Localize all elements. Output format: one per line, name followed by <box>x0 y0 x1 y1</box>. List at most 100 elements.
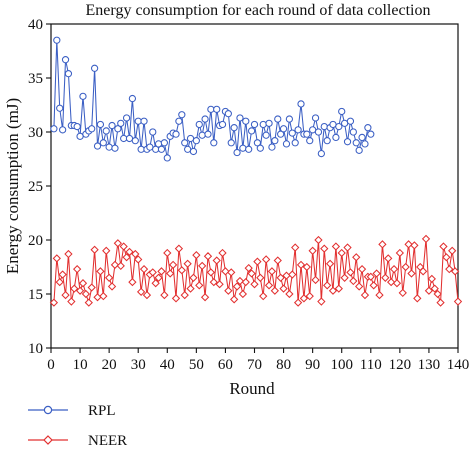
data-point-rpl <box>175 117 183 125</box>
data-point-rpl <box>198 131 206 139</box>
data-point-neer <box>261 255 271 264</box>
data-point-rpl <box>201 115 209 123</box>
data-point-rpl <box>236 114 244 122</box>
data-point-neer <box>203 252 213 261</box>
data-point-neer <box>349 276 358 286</box>
data-point-neer <box>131 249 140 259</box>
data-point-neer <box>273 256 282 265</box>
data-point-neer <box>241 277 250 287</box>
data-point-neer <box>163 248 172 258</box>
legend-item-rpl: RPL <box>28 403 116 419</box>
data-point-neer <box>70 284 79 293</box>
data-point-neer <box>183 259 192 268</box>
data-point-neer <box>195 281 204 290</box>
data-point-rpl <box>184 145 192 153</box>
data-point-rpl <box>349 128 357 136</box>
data-point-neer <box>320 244 329 253</box>
y-tick-label: 30 <box>28 125 43 141</box>
data-point-rpl <box>146 143 154 151</box>
data-point-neer <box>78 279 88 288</box>
data-point-rpl <box>303 130 311 138</box>
data-point-neer <box>442 253 451 262</box>
data-point-neer <box>148 268 157 277</box>
data-point-rpl <box>285 115 294 123</box>
data-point-neer <box>340 273 349 282</box>
data-point-neer <box>433 289 442 299</box>
data-point-neer <box>238 289 248 299</box>
data-point-rpl <box>259 120 267 129</box>
data-point-neer <box>381 273 390 282</box>
data-point-neer <box>366 272 375 281</box>
x-tick-label: 70 <box>247 357 262 373</box>
data-point-rpl <box>56 104 64 112</box>
data-point-neer <box>134 255 143 264</box>
legend-label-neer: NEER <box>88 433 127 449</box>
data-point-neer <box>296 260 306 269</box>
data-point-rpl <box>291 139 299 147</box>
data-point-rpl <box>96 120 105 129</box>
data-point-rpl <box>309 126 317 134</box>
data-point-rpl <box>117 119 125 127</box>
data-point-neer <box>125 247 134 257</box>
data-point-neer <box>177 266 186 275</box>
data-point-neer <box>139 265 149 274</box>
data-point-neer <box>430 284 439 293</box>
data-point-rpl <box>73 122 81 131</box>
legend-label-rpl: RPL <box>88 403 116 419</box>
data-point-neer <box>99 292 108 301</box>
data-point-neer <box>81 289 91 299</box>
data-point-neer <box>421 234 431 244</box>
data-point-neer <box>227 268 236 277</box>
data-point-rpl <box>213 105 221 113</box>
data-point-rpl <box>224 110 232 118</box>
data-point-rpl <box>320 122 328 131</box>
data-point-neer <box>157 267 166 276</box>
data-point-neer <box>355 282 364 291</box>
data-point-neer <box>52 254 61 263</box>
x-tick-label: 0 <box>47 357 55 373</box>
data-point-rpl <box>64 70 73 78</box>
data-point-rpl <box>253 139 262 147</box>
data-point-neer <box>206 268 216 277</box>
data-point-rpl <box>186 134 195 143</box>
data-point-neer <box>276 273 285 282</box>
data-point-rpl <box>172 130 180 138</box>
data-point-neer <box>372 269 381 278</box>
data-point-rpl <box>218 120 227 129</box>
data-point-neer <box>407 269 416 278</box>
y-tick-label: 35 <box>28 71 43 87</box>
data-point-rpl <box>50 125 58 133</box>
data-point-neer <box>200 293 210 302</box>
data-point-neer <box>323 281 332 290</box>
data-point-rpl <box>297 100 305 108</box>
data-point-neer <box>325 259 335 268</box>
data-point-neer <box>215 280 224 289</box>
data-point-neer <box>279 284 288 293</box>
legend-item-neer: NEER <box>28 433 127 449</box>
y-tick-label: 25 <box>28 179 43 195</box>
data-point-neer <box>343 243 352 252</box>
data-point-neer <box>104 273 114 282</box>
data-point-neer <box>67 297 76 306</box>
data-point-neer <box>232 282 242 291</box>
x-tick-label: 80 <box>276 357 291 373</box>
data-point-rpl <box>122 114 131 122</box>
data-point-neer <box>250 280 259 289</box>
data-point-neer <box>424 286 434 295</box>
data-point-neer <box>302 262 311 272</box>
data-point-neer <box>212 256 221 265</box>
legend-marker-rpl <box>43 405 53 415</box>
data-point-rpl <box>125 134 134 143</box>
data-point-neer <box>293 298 303 307</box>
data-point-rpl <box>79 92 87 100</box>
data-point-rpl <box>274 115 282 123</box>
data-point-rpl <box>105 143 113 151</box>
data-point-rpl <box>163 154 171 162</box>
series-layer <box>49 36 463 307</box>
data-point-neer <box>230 295 239 304</box>
data-point-neer <box>375 290 384 300</box>
data-point-rpl <box>181 139 189 147</box>
data-point-rpl <box>242 117 250 125</box>
data-point-rpl <box>361 140 369 148</box>
